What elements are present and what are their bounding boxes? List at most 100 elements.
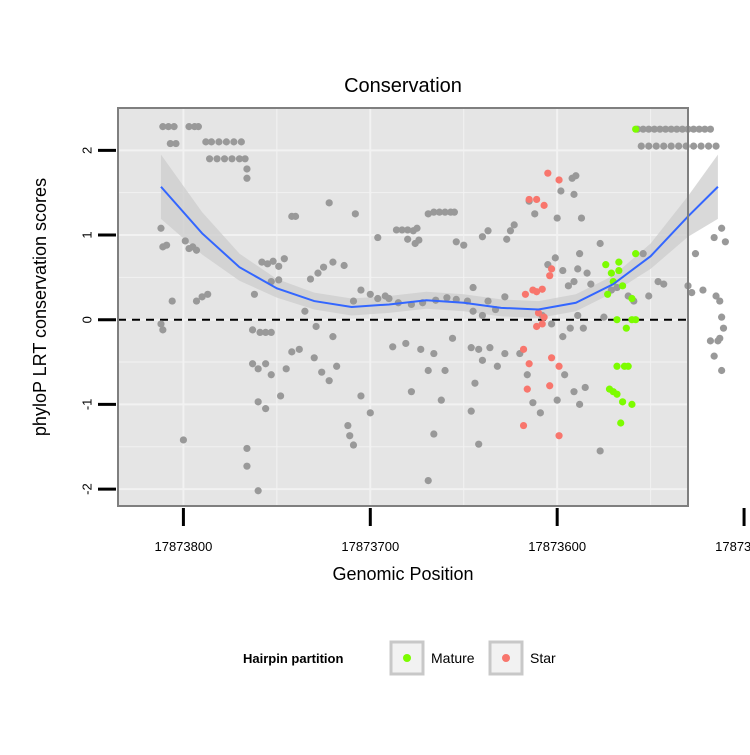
data-point-star [555, 362, 563, 370]
data-point-mature [602, 261, 610, 269]
data-point-star [540, 201, 548, 209]
data-point-other [654, 277, 662, 286]
data-point-other [478, 233, 487, 241]
data-point-mature [615, 258, 623, 266]
data-point-other [712, 142, 720, 150]
data-point-other [243, 444, 251, 453]
data-point-other [329, 333, 337, 341]
data-point-other [366, 290, 374, 298]
data-point-other [450, 208, 458, 216]
data-point-other [553, 396, 561, 404]
data-point-other [469, 283, 477, 292]
data-point-star [555, 176, 563, 184]
data-point-other [349, 441, 358, 449]
data-point-other [319, 263, 328, 271]
data-point-other [159, 123, 167, 131]
data-point-other [559, 266, 567, 275]
data-point-star [538, 320, 546, 328]
data-point-other [424, 210, 432, 218]
smooth-line [160, 186, 719, 311]
data-point-star [555, 432, 563, 440]
data-point-other [645, 125, 653, 133]
data-point-other [312, 322, 320, 331]
data-point-other [262, 360, 270, 368]
legend: Hairpin partition Mature Star [243, 640, 556, 676]
data-point-other [389, 343, 397, 351]
data-point-other [267, 328, 275, 337]
data-point-other [639, 125, 647, 133]
data-point-other [254, 398, 262, 406]
data-point-other [529, 399, 537, 407]
data-point-other [574, 311, 582, 320]
data-point-other [467, 344, 475, 352]
data-point-other [276, 392, 285, 400]
data-point-other [192, 297, 201, 305]
data-point-other [262, 405, 270, 413]
y-tick-label: 1 [79, 231, 94, 238]
data-point-other [441, 208, 449, 216]
data-point-other [170, 123, 178, 131]
data-point-other [430, 349, 438, 358]
data-point-other [215, 138, 223, 146]
data-point-other [437, 396, 445, 404]
data-point-other [570, 277, 578, 286]
data-point-other [673, 125, 681, 133]
data-point-other [493, 362, 501, 370]
data-point-other [325, 199, 333, 207]
data-point-other [248, 360, 257, 368]
x-tick-label: 17873600 [528, 539, 586, 554]
data-point-other [269, 257, 277, 265]
data-point-other [579, 324, 587, 332]
data-point-other [706, 337, 715, 345]
smooth-curve [160, 186, 719, 311]
data-point-other [325, 377, 333, 385]
legend-label-mature: Mature [431, 650, 475, 666]
data-point-star [547, 354, 556, 362]
data-point-other [344, 421, 352, 430]
data-point-other [551, 254, 559, 262]
data-point-other [452, 238, 460, 246]
data-point-other [374, 294, 382, 303]
data-point-other [716, 297, 724, 305]
data-point-other [185, 123, 193, 131]
data-point-other [157, 320, 165, 328]
data-point-mature [628, 400, 636, 408]
data-point-mature [632, 125, 640, 133]
data-points [157, 123, 729, 495]
legend-entries: Mature Star [389, 640, 556, 676]
data-point-other [402, 339, 410, 348]
data-point-other [553, 214, 561, 222]
data-point-star [523, 385, 531, 393]
data-point-other [699, 286, 707, 294]
x-tick-label: 17873700 [341, 539, 399, 554]
data-point-other [467, 407, 475, 415]
data-point-mature [607, 269, 615, 277]
data-point-mature [613, 316, 621, 324]
data-point-other [660, 142, 668, 150]
legend-key-star [502, 654, 510, 662]
data-point-other [570, 388, 578, 396]
data-point-star [546, 272, 554, 280]
data-point-other [357, 286, 365, 294]
data-point-other [318, 368, 326, 376]
data-point-other [645, 292, 653, 300]
data-point-other [486, 344, 494, 352]
data-point-other [329, 258, 337, 266]
data-point-other [660, 280, 668, 288]
data-point-other [164, 123, 173, 131]
data-point-other [254, 365, 262, 373]
data-point-other [576, 400, 584, 408]
data-point-other [719, 324, 728, 332]
data-point-other [194, 123, 202, 131]
data-point-other [570, 190, 578, 198]
data-point-other [275, 262, 283, 270]
data-point-other [179, 436, 188, 444]
data-point-other [587, 280, 595, 288]
y-tick-label: 2 [79, 147, 94, 154]
data-point-mature [628, 294, 636, 303]
data-point-other [220, 155, 229, 163]
data-point-other [295, 345, 303, 353]
data-point-other [697, 142, 705, 150]
data-point-other [484, 227, 492, 235]
data-point-other [385, 294, 393, 303]
